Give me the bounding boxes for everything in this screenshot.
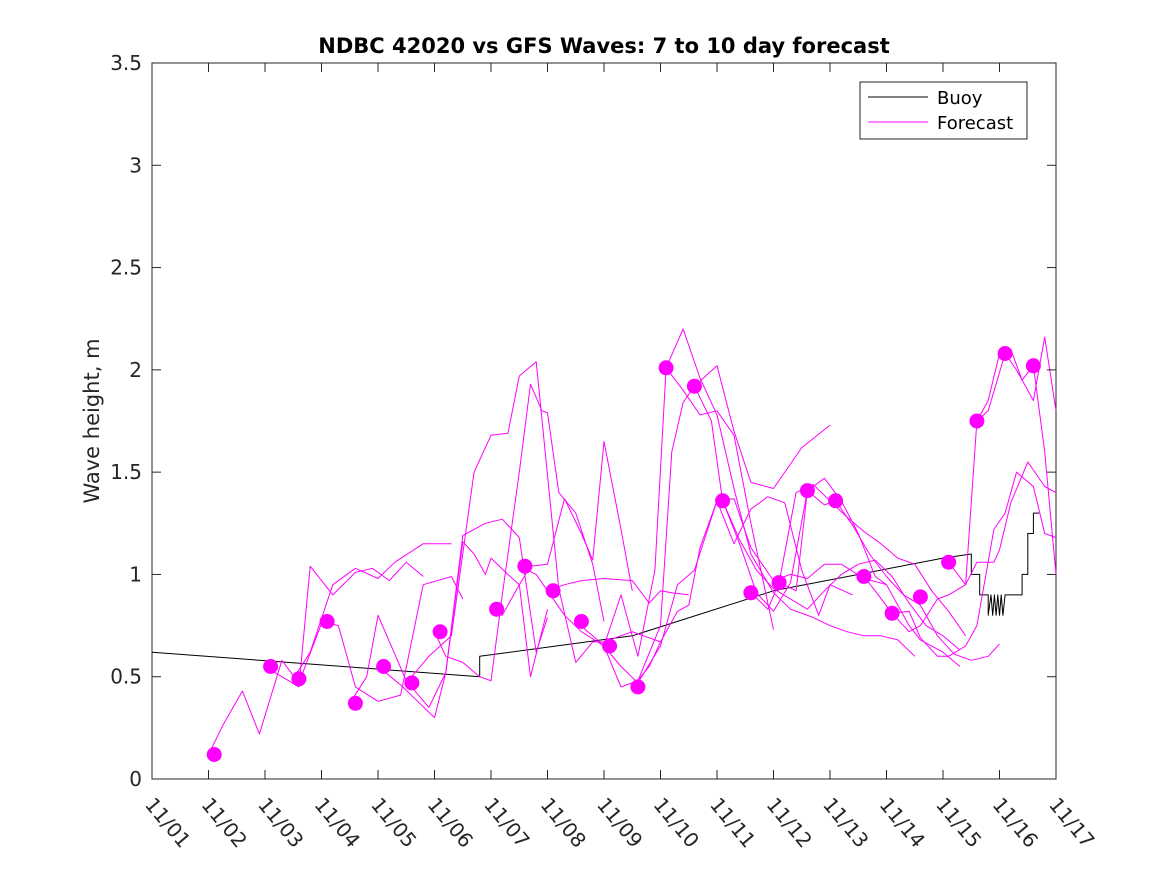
forecast-series-line	[750, 483, 967, 637]
forecast-marker	[997, 346, 1013, 361]
forecast-series-line	[519, 565, 689, 604]
forecast-marker	[206, 747, 222, 762]
forecast-marker	[686, 378, 702, 394]
forecast-marker	[856, 569, 872, 584]
forecast-marker	[291, 671, 307, 687]
forecast-marker	[347, 695, 363, 711]
forecast-series-line	[292, 543, 452, 680]
forecast-marker	[432, 624, 448, 640]
forecast-marker	[743, 585, 759, 601]
forecast-series-line	[264, 561, 424, 688]
y-tick-label: 0.5	[110, 665, 142, 689]
forecast-marker	[489, 601, 505, 617]
y-tick-label: 3	[129, 153, 142, 177]
legend: Buoy Forecast	[859, 81, 1028, 140]
legend-box	[859, 81, 1028, 140]
y-axis-label: Wave height, m	[80, 338, 104, 503]
forecast-marker	[376, 659, 392, 674]
y-tick-label: 1.5	[110, 460, 142, 484]
forecast-series-line	[321, 576, 464, 702]
forecast-series-line	[892, 471, 1057, 657]
buoy-series-line	[151, 512, 1039, 678]
forecast-series-line	[490, 441, 633, 616]
forecast-marker	[319, 614, 335, 629]
forecast-series-line	[665, 328, 916, 657]
forecast-series-line	[976, 348, 1057, 575]
marker-layer	[206, 346, 1041, 762]
forecast-marker	[630, 679, 646, 695]
forecast-marker	[573, 614, 589, 629]
legend-label-buoy: Buoy	[937, 88, 983, 109]
forecast-series-line	[349, 541, 548, 708]
forecast-marker	[771, 575, 787, 591]
forecast-series-line	[693, 385, 961, 667]
series-layer	[151, 328, 1057, 755]
chart-title: NDBC 42020 vs GFS Waves: 7 to 10 day for…	[318, 34, 889, 58]
forecast-series-line	[405, 361, 661, 684]
forecast-marker	[263, 659, 279, 674]
legend-label-forecast: Forecast	[937, 113, 1013, 134]
forecast-marker	[912, 589, 928, 605]
forecast-marker	[404, 675, 420, 691]
plot-area	[151, 62, 1057, 780]
forecast-marker	[828, 493, 844, 509]
forecast-marker	[658, 360, 674, 376]
forecast-marker	[799, 483, 815, 499]
forecast-marker	[517, 558, 533, 574]
forecast-marker	[941, 554, 957, 570]
forecast-marker	[602, 638, 618, 654]
y-tick-label: 2.5	[110, 256, 142, 280]
forecast-series-line	[547, 365, 831, 688]
y-tick-label: 3.5	[110, 51, 142, 75]
forecast-series-line	[434, 383, 605, 682]
y-tick-label: 2	[129, 358, 142, 382]
y-tick-label: 0	[129, 767, 142, 791]
forecast-marker	[884, 605, 900, 621]
forecast-series-line	[722, 500, 961, 651]
forecast-marker	[715, 493, 731, 509]
forecast-marker	[969, 413, 985, 429]
forecast-marker	[545, 583, 561, 599]
forecast-marker	[1025, 358, 1041, 374]
y-tick-label: 1	[129, 562, 142, 586]
